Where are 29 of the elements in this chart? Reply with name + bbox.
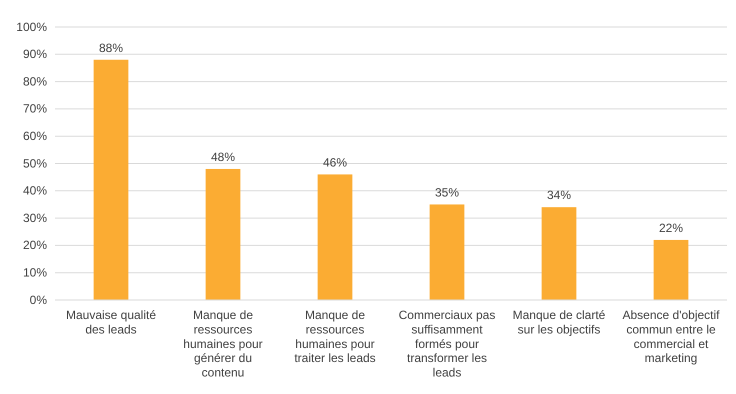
y-tick-label: 10%: [22, 266, 48, 280]
bar: [94, 60, 128, 300]
y-tick-label: 70%: [22, 102, 48, 116]
y-tick-label: 100%: [16, 20, 48, 34]
y-tick-label: 40%: [22, 184, 48, 198]
bar: [654, 240, 688, 300]
y-tick-label: 60%: [22, 129, 48, 144]
y-tick-label: 30%: [22, 210, 48, 225]
x-tick-label: Commerciaux pas suffisamment formés pour transformer les leads: [398, 308, 496, 380]
y-tick-label: 50%: [22, 156, 48, 170]
x-tick-label: Manque de ressources humaines pour générer du contenu: [183, 308, 263, 380]
bar: [206, 168, 240, 300]
data-label: 88%: [98, 40, 124, 55]
y-tick-label: 90%: [22, 47, 48, 62]
x-tick-label: Manque de clarté sur les objectifs: [512, 308, 606, 336]
x-tick-label: Mauvaise qualité des leads: [66, 308, 156, 336]
data-label: 34%: [546, 188, 572, 202]
data-label: 46%: [322, 155, 348, 170]
x-tick-label: Manque de ressources humaines pour traiter les leads: [294, 308, 376, 366]
data-label: 35%: [434, 185, 460, 200]
y-tick-label: 20%: [22, 238, 48, 252]
y-tick-label: 80%: [22, 74, 48, 88]
bar: [430, 204, 464, 300]
data-label: 48%: [210, 150, 236, 164]
bar: [542, 207, 576, 300]
data-label: 22%: [658, 220, 684, 235]
bar: [318, 174, 352, 300]
y-tick-label: 0%: [30, 292, 48, 307]
x-tick-label: Absence d'objectif commun entre le commercial et marketing: [622, 308, 720, 366]
